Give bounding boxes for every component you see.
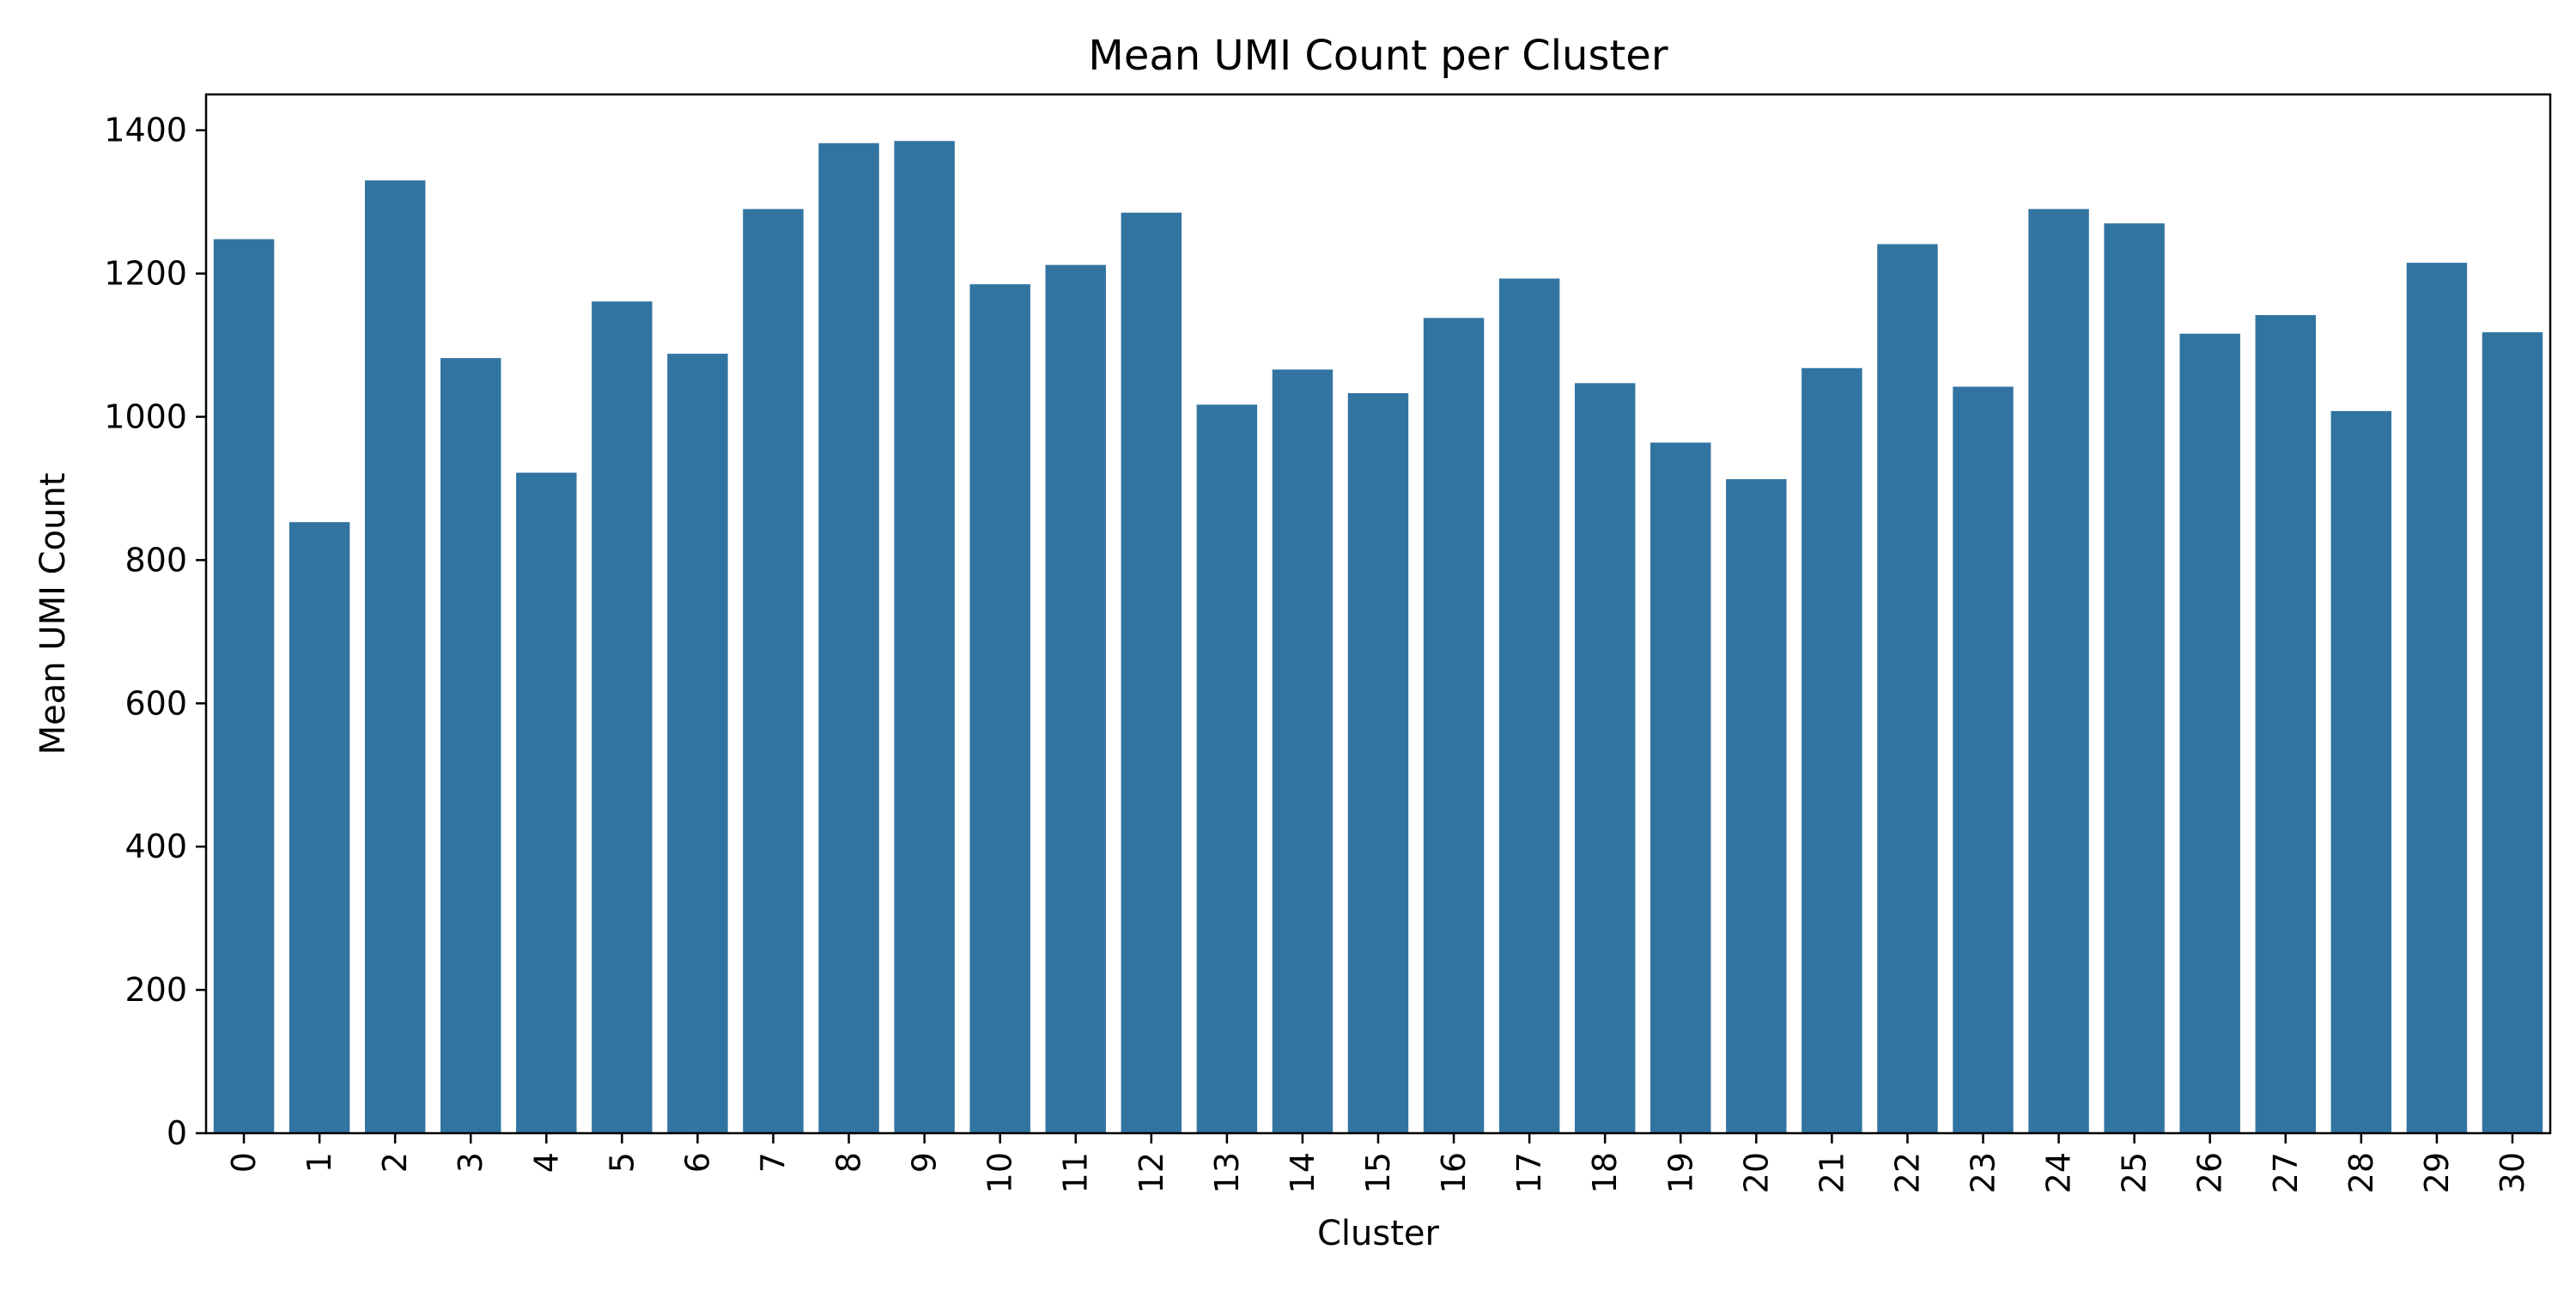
bar-cluster-22 [1877, 244, 1938, 1133]
x-tick-label: 12 [1133, 1152, 1170, 1193]
x-tick-label: 17 [1510, 1152, 1548, 1193]
y-tick-label: 1000 [104, 398, 187, 436]
y-axis: 0 200 400 600 800 1000 1200 1400 [104, 112, 206, 1152]
x-tick-label: 30 [2494, 1152, 2531, 1193]
bars-group [213, 141, 2543, 1134]
bar-cluster-16 [1423, 318, 1485, 1133]
bar-cluster-13 [1196, 404, 1258, 1134]
x-tick-label: 0 [225, 1152, 263, 1173]
bar-cluster-23 [1953, 386, 2014, 1134]
x-tick-label: 6 [678, 1152, 716, 1173]
bar-cluster-29 [2406, 263, 2468, 1134]
x-tick-label: 9 [906, 1152, 944, 1173]
x-tick-label: 1 [301, 1152, 338, 1173]
plot-frame [204, 93, 2552, 1135]
y-tick-label: 0 [167, 1114, 187, 1152]
bar-cluster-21 [1801, 367, 1862, 1133]
bar-cluster-24 [2028, 209, 2089, 1133]
bar-cluster-28 [2330, 410, 2392, 1134]
bar-cluster-1 [289, 522, 350, 1133]
bar-cluster-0 [213, 239, 275, 1133]
x-tick-label: 8 [830, 1152, 868, 1173]
bar-cluster-19 [1650, 442, 1711, 1133]
bar-cluster-8 [818, 143, 879, 1134]
x-tick-label: 19 [1662, 1152, 1699, 1193]
x-tick-label: 18 [1586, 1152, 1624, 1193]
y-tick-label: 1200 [104, 255, 187, 293]
x-tick-label: 16 [1435, 1152, 1473, 1193]
bar-cluster-12 [1121, 212, 1182, 1134]
y-tick-label: 400 [125, 828, 187, 865]
x-tick-label: 25 [2116, 1152, 2154, 1193]
bar-cluster-5 [592, 301, 653, 1133]
bar-cluster-11 [1045, 264, 1106, 1133]
y-tick-label: 800 [125, 541, 187, 579]
x-axis: 0 1 2 3 4 5 6 7 8 9 10 11 12 13 14 15 16 17 18 19 20 21 22 23 24… [225, 1133, 2531, 1193]
chart-title: Mean UMI Count per Cluster [1088, 32, 1668, 80]
x-tick-label: 24 [2040, 1152, 2078, 1193]
bar-cluster-17 [1498, 278, 1560, 1134]
bar-cluster-25 [2104, 223, 2165, 1134]
bar-cluster-15 [1347, 392, 1409, 1134]
bar-cluster-7 [743, 209, 804, 1133]
x-tick-label: 3 [452, 1152, 489, 1173]
x-tick-label: 15 [1359, 1152, 1397, 1193]
y-axis-label: Mean UMI Count [33, 473, 73, 755]
x-tick-label: 22 [1888, 1152, 1926, 1193]
x-tick-label: 5 [603, 1152, 641, 1173]
x-tick-label: 28 [2342, 1152, 2380, 1193]
x-tick-label: 4 [527, 1152, 565, 1173]
bar-cluster-30 [2482, 332, 2543, 1133]
x-tick-label: 11 [1057, 1152, 1095, 1193]
bar-cluster-3 [440, 358, 501, 1134]
x-tick-label: 21 [1813, 1152, 1850, 1193]
x-tick-label: 29 [2418, 1152, 2456, 1193]
bar-cluster-10 [969, 284, 1030, 1133]
bar-cluster-20 [1726, 479, 1787, 1133]
x-axis-label: Cluster [1317, 1214, 1440, 1253]
bar-cluster-14 [1272, 369, 1334, 1133]
y-tick-label: 600 [125, 684, 187, 722]
x-tick-label: 26 [2191, 1152, 2229, 1193]
bar-cluster-2 [364, 180, 426, 1133]
bar-cluster-6 [667, 354, 728, 1134]
x-tick-label: 2 [376, 1152, 414, 1173]
x-tick-label: 10 [981, 1152, 1019, 1193]
bar-cluster-9 [894, 141, 955, 1134]
x-tick-label: 13 [1208, 1152, 1246, 1193]
y-tick-label: 200 [125, 971, 187, 1009]
x-tick-label: 27 [2267, 1152, 2305, 1193]
y-tick-label: 1400 [104, 112, 187, 149]
bar-cluster-26 [2179, 333, 2240, 1134]
x-tick-label: 14 [1284, 1152, 1321, 1193]
x-tick-label: 7 [754, 1152, 792, 1173]
x-tick-label: 23 [1965, 1152, 2002, 1193]
bar-cluster-27 [2255, 315, 2316, 1133]
bar-cluster-18 [1574, 383, 1636, 1133]
x-tick-label: 20 [1737, 1152, 1775, 1193]
bar-cluster-4 [516, 472, 577, 1133]
